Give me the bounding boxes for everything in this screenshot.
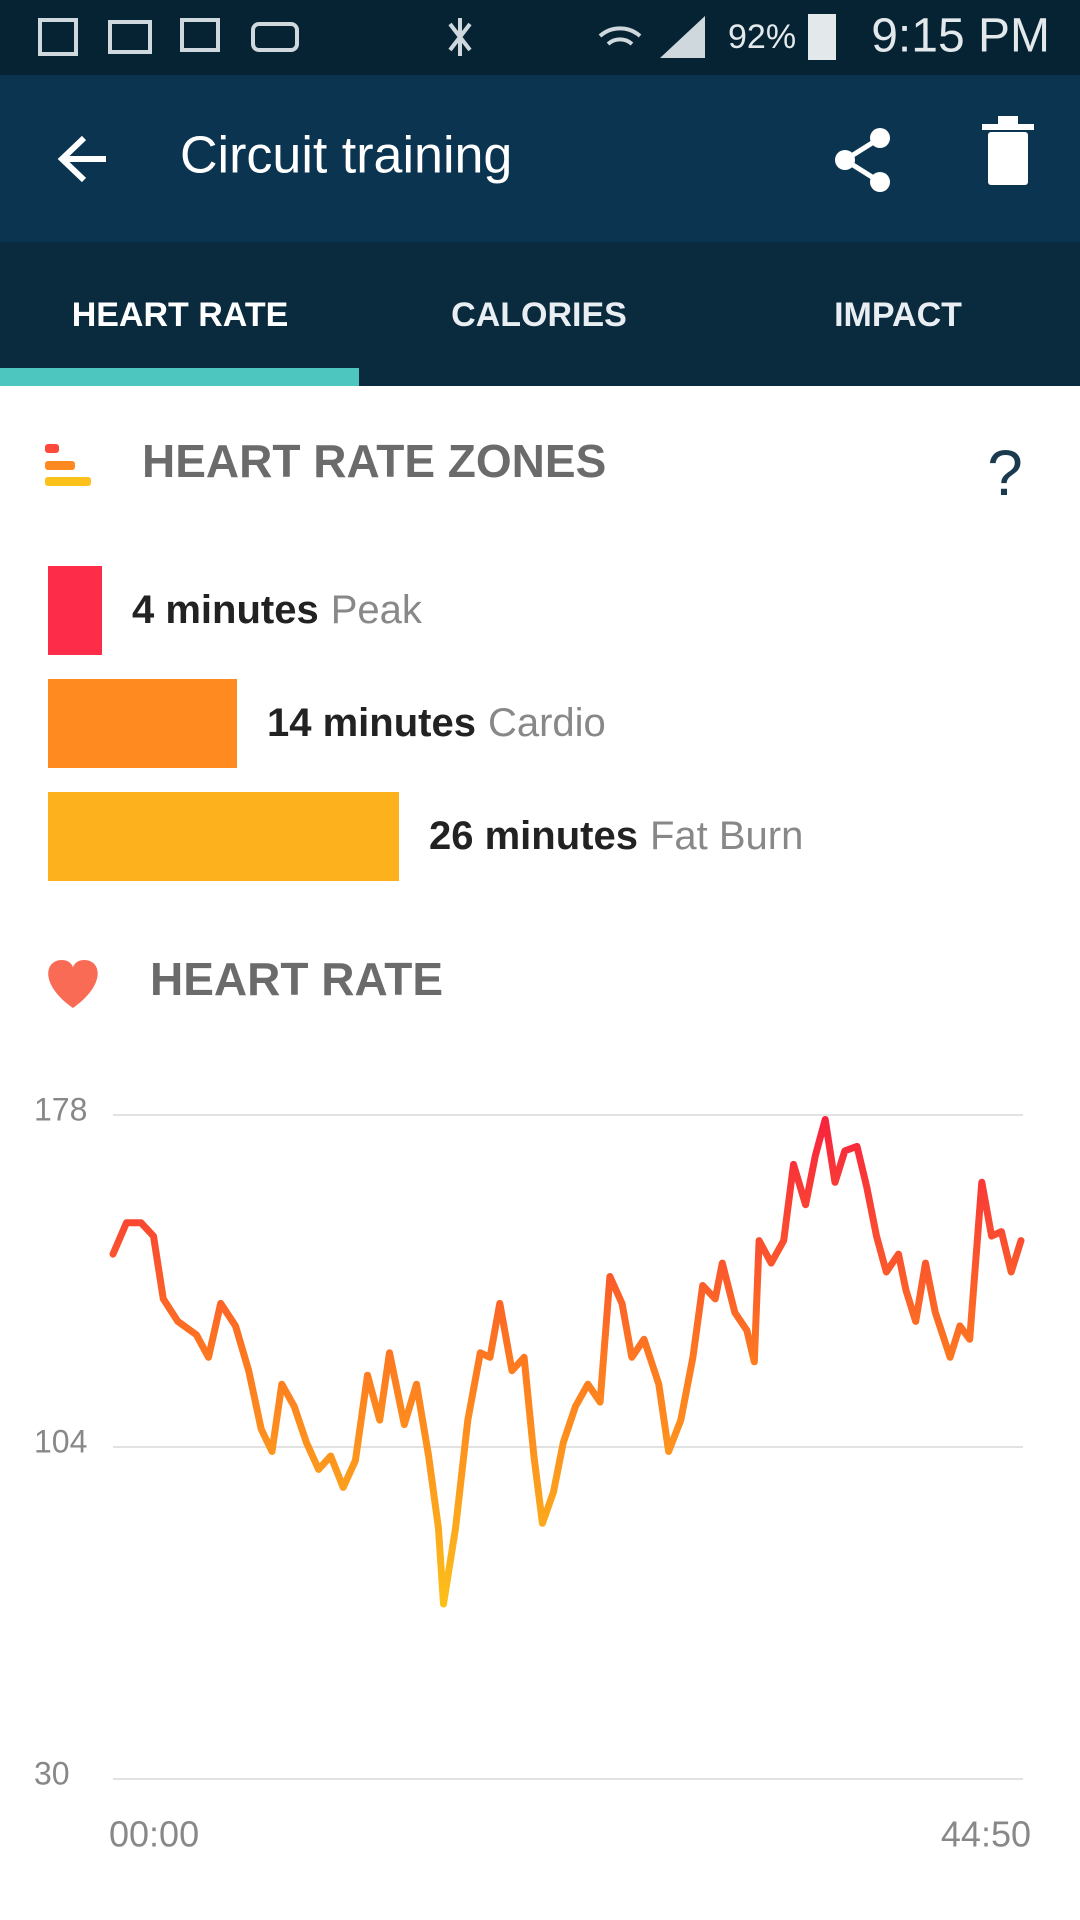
x-tick-label: 00:00 [109, 1814, 199, 1855]
zone-bar [48, 679, 237, 768]
zone-label: 14 minutes Cardio [267, 701, 606, 745]
zone-bar [48, 792, 399, 881]
zone-label: 26 minutes Fat Burn [429, 814, 803, 858]
voicemail-icon [251, 22, 299, 52]
gallery-icon [38, 18, 78, 56]
battery-icon [808, 14, 836, 60]
battery-text: 92% [728, 18, 796, 56]
zone-name: Peak [331, 588, 423, 632]
zone-name: Cardio [488, 701, 606, 745]
help-button[interactable]: ? [987, 437, 1023, 509]
y-tick-label: 178 [34, 1091, 87, 1127]
heart-icon [48, 960, 98, 1008]
bluetooth-icon [448, 18, 472, 56]
clock: 9:15 PM [871, 10, 1050, 63]
mail-icon [108, 20, 152, 54]
y-tick-label: 104 [34, 1423, 87, 1459]
x-tick-label: 44:50 [941, 1814, 1031, 1855]
delete-button[interactable] [982, 116, 1034, 185]
tab-indicator [0, 368, 359, 386]
chart-title: HEART RATE [150, 953, 443, 1005]
zones-icon [45, 444, 59, 453]
tab[interactable]: HEART RATE [72, 296, 289, 334]
zone-name: Fat Burn [650, 814, 803, 858]
email-icon [180, 18, 220, 52]
back-button[interactable] [57, 135, 106, 183]
app-title: Circuit training [180, 127, 512, 185]
share-button[interactable] [835, 128, 890, 192]
zones-title: HEART RATE ZONES [142, 435, 606, 487]
status-icons [38, 18, 642, 56]
zone-label: 4 minutes Peak [132, 588, 423, 632]
zones-icon [45, 477, 91, 486]
wifi-icon [598, 26, 642, 46]
tab[interactable]: IMPACT [834, 296, 962, 334]
heart-rate-line [109, 1116, 1025, 1608]
tab[interactable]: CALORIES [451, 296, 627, 334]
signal-icon [660, 16, 705, 58]
zone-minutes: 26 minutes [429, 814, 638, 858]
zone-minutes: 14 minutes [267, 701, 476, 745]
app-bar [0, 75, 1080, 242]
zone-bar [48, 566, 102, 655]
tab-bar [0, 242, 1080, 386]
zone-minutes: 4 minutes [132, 588, 319, 632]
y-tick-label: 30 [34, 1755, 70, 1791]
zones-icon [45, 461, 75, 470]
